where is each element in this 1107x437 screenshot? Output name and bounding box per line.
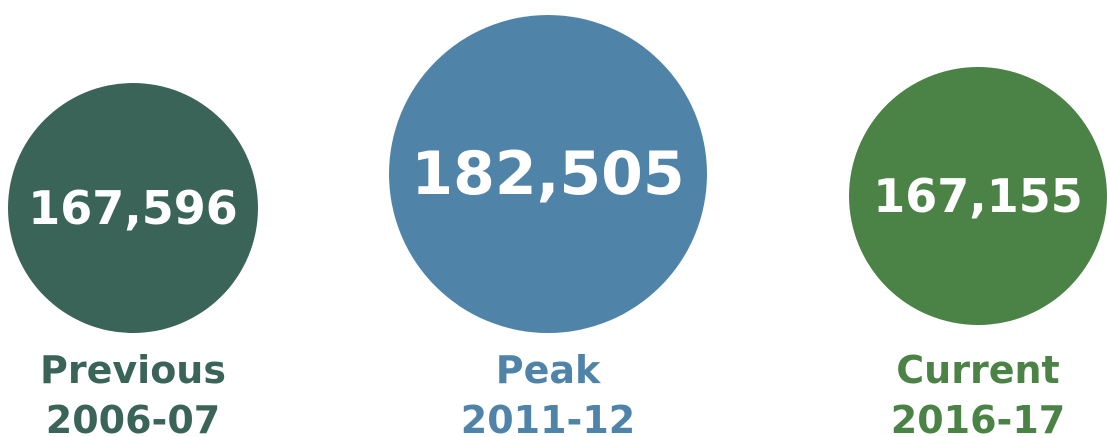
bubble-category-label: Current [896, 348, 1059, 392]
bubble-group-previous: 167,596 Previous 2006-07 [8, 83, 258, 437]
bubble-value-label: 167,155 [873, 169, 1083, 223]
bubble-group-current: 167,155 Current 2016-17 [849, 67, 1107, 437]
bubble-previous [8, 83, 258, 333]
bubble-category-label: Peak [496, 348, 601, 392]
bubble-peak [389, 15, 707, 333]
bubble-category-label: Previous [40, 348, 226, 392]
bubble-value-label: 167,596 [28, 181, 238, 235]
bubble-current [849, 67, 1107, 325]
bubble-group-peak: 182,505 Peak 2011-12 [389, 15, 707, 437]
bubble-period-label: 2016-17 [891, 398, 1065, 437]
bubble-period-label: 2006-07 [46, 398, 220, 437]
bubble-value-label: 182,505 [411, 139, 684, 209]
bubble-period-label: 2011-12 [461, 398, 635, 437]
